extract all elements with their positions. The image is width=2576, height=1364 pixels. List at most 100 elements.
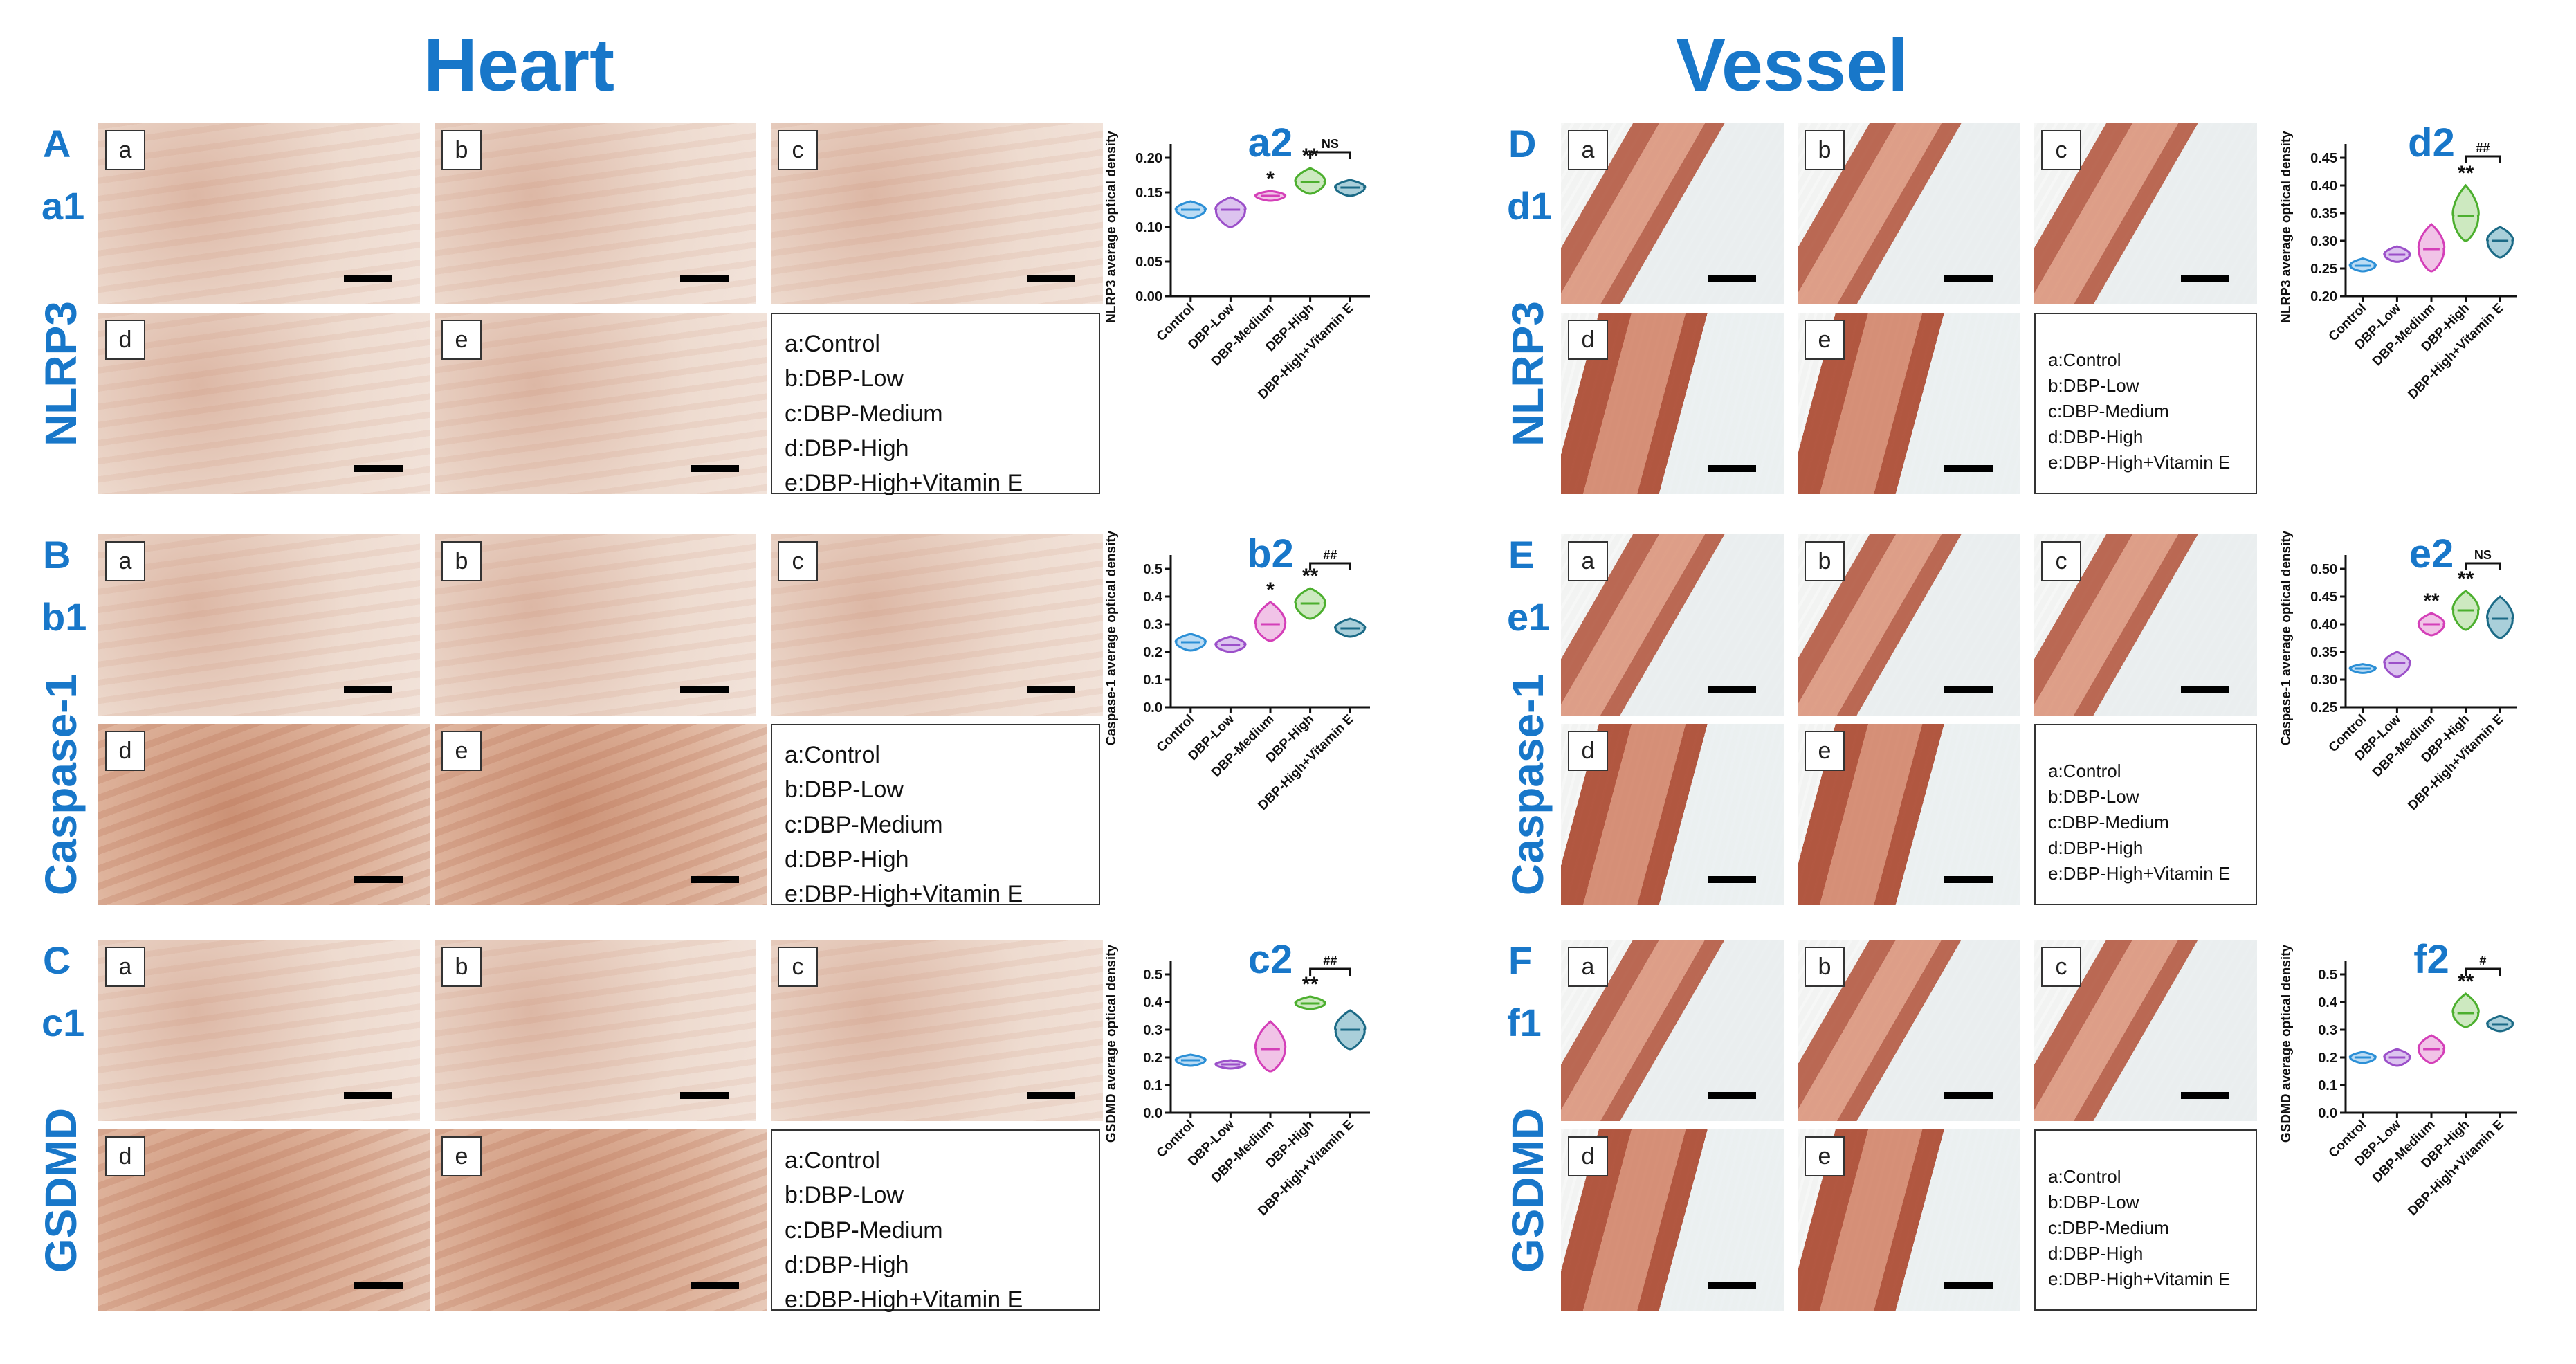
chart-title: a2 (1248, 120, 1293, 165)
bracket-label: NS (2474, 548, 2492, 562)
legend-item: e:DBP-High+Vitamin E (785, 1286, 1023, 1313)
y-tick-label: 0.4 (1143, 995, 1163, 1010)
y-tick-label: 0.2 (2318, 1051, 2337, 1066)
y-tick-label: 0.30 (2310, 234, 2337, 249)
scale-bar (344, 1092, 392, 1099)
comparison-bracket (2465, 562, 2501, 570)
y-tick-label: 0.30 (2310, 673, 2337, 688)
legend-item: b:DBP-Low (2048, 785, 2139, 807)
y-tick-label: 0.35 (2310, 645, 2337, 660)
significance-mark: ** (2458, 970, 2474, 993)
legend-item: c:DBP-Medium (2048, 400, 2169, 421)
scale-bar (680, 686, 729, 693)
legend-item: e:DBP-High+Vitamin E (785, 470, 1023, 497)
micrograph-c-e: e (435, 1129, 767, 1311)
image-label: c (778, 947, 818, 987)
comparison-bracket (1309, 151, 1351, 159)
micrograph-a-b: b (435, 123, 756, 304)
y-tick-label: 0.50 (2310, 562, 2337, 577)
y-tick-label: 0.00 (1135, 289, 1162, 304)
y-tick-label: 0.10 (1135, 220, 1162, 235)
y-axis-label: GSDMD average optical density (2279, 945, 2294, 1143)
legend-item: a:Control (785, 742, 880, 768)
y-tick-label: 0.3 (1143, 1023, 1162, 1038)
scale-bar (691, 465, 739, 472)
image-label: b (441, 130, 482, 170)
y-tick-label: 0.5 (1143, 562, 1162, 577)
micrograph-b-d: d (98, 724, 430, 905)
comparison-bracket (1309, 562, 1351, 570)
legend-item: b:DBP-Low (785, 776, 904, 803)
scale-bar (1708, 686, 1756, 693)
marker-label-nlrp3: NLRP3 (36, 301, 86, 446)
scale-bar (1944, 876, 1993, 883)
panel-letter-d: D (1508, 122, 1537, 165)
image-label: d (105, 731, 145, 771)
micrograph-e-d: d (1561, 724, 1784, 905)
scale-bar (1027, 275, 1075, 282)
panel-letter-b: B (43, 533, 71, 576)
legend-item: d:DBP-High (785, 846, 909, 873)
significance-mark: ** (2458, 567, 2474, 590)
y-tick-label: 0.3 (1143, 617, 1162, 633)
marker-label-caspase-1: Caspase-1 (1503, 673, 1553, 896)
significance-mark: ** (2458, 162, 2474, 185)
bracket-label: # (2479, 954, 2486, 967)
y-tick-label: 0.35 (2310, 206, 2337, 221)
scale-bar (354, 465, 403, 472)
legend-item: c:DBP-Medium (2048, 811, 2169, 833)
image-label: e (1805, 1136, 1845, 1176)
micrograph-e-e: e (1798, 724, 2020, 905)
significance-mark: * (1266, 579, 1275, 601)
panel-letter-f: F (1508, 938, 1533, 982)
panel-sublabel-e1: e1 (1507, 595, 1551, 639)
scale-bar (344, 275, 392, 282)
violin-5 (2486, 226, 2514, 259)
image-label: b (441, 947, 482, 987)
marker-label-nlrp3: NLRP3 (1503, 301, 1553, 446)
micrograph-d-a: a (1561, 123, 1784, 304)
panel-sublabel-d1: d1 (1507, 184, 1553, 228)
image-label: b (441, 541, 482, 581)
legend-item: a:Control (785, 331, 880, 357)
legend-item: e:DBP-High+Vitamin E (2048, 862, 2231, 884)
y-tick-label: 0.40 (2310, 617, 2337, 633)
y-tick-label: 0.5 (1143, 967, 1162, 983)
micrograph-f-d: d (1561, 1129, 1784, 1311)
image-label: b (1805, 947, 1845, 987)
image-label: d (105, 320, 145, 360)
y-tick-label: 0.2 (1143, 1051, 1162, 1066)
micrograph-b-c: c (771, 534, 1103, 716)
micrograph-b-e: e (435, 724, 767, 905)
bracket-label: ## (1323, 954, 1337, 967)
y-tick-label: 0.1 (1143, 1078, 1162, 1093)
legend-item: b:DBP-Low (785, 365, 904, 392)
image-label: c (778, 130, 818, 170)
y-tick-label: 0.0 (1143, 700, 1162, 716)
y-tick-label: 0.20 (1135, 151, 1162, 166)
y-tick-label: 0.15 (1135, 185, 1162, 201)
micrograph-c-b: b (435, 940, 756, 1121)
significance-mark: ** (1302, 565, 1319, 588)
legend-item: a:Control (2048, 1166, 2121, 1187)
image-label: c (2041, 947, 2081, 987)
micrograph-e-a: a (1561, 534, 1784, 716)
micrograph-a-a: a (98, 123, 420, 304)
chart-title: e2 (2409, 531, 2454, 576)
image-label: a (105, 130, 145, 170)
scale-bar (1708, 465, 1756, 472)
panel-letter-e: E (1508, 533, 1535, 576)
legend-item: b:DBP-Low (2048, 374, 2139, 396)
micrograph-a-e: e (435, 313, 767, 494)
scale-bar (1708, 876, 1756, 883)
legend-item: a:Control (785, 1147, 880, 1174)
group-legend: a:Control b:DBP-Low c:DBP-Medium d:DBP-High… (771, 313, 1100, 496)
scale-bar (1944, 465, 1993, 472)
violin-chart-b2: b2 Caspase-1 average optical density 0.0 0.… (1104, 530, 1370, 813)
scale-bar (1708, 275, 1756, 282)
y-axis-label: Caspase-1 average optical density (1104, 530, 1119, 745)
legend-item: a:Control (2048, 761, 2121, 781)
y-axis-label: GSDMD average optical density (1104, 945, 1119, 1143)
y-tick-label: 0.4 (1143, 590, 1163, 605)
